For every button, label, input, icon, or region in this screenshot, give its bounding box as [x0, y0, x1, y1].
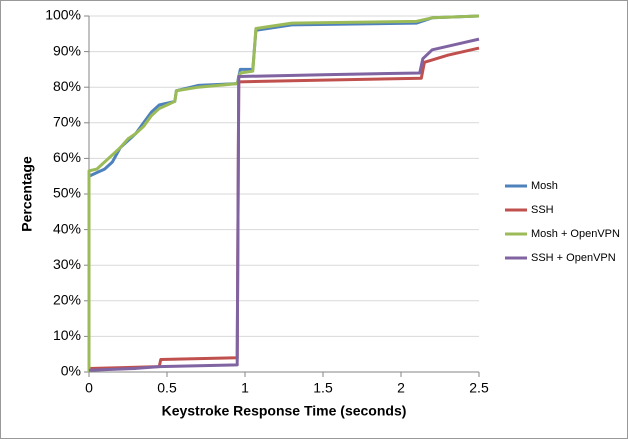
series-line	[88, 37, 480, 372]
y-tick-label: 90%	[53, 42, 81, 58]
y-axis-label: Percentage	[19, 156, 35, 232]
y-tick-label: 30%	[53, 256, 81, 272]
x-tick-label: 0	[85, 380, 93, 396]
x-tick-label: 0.5	[157, 380, 177, 396]
x-tick-label: 2.5	[469, 380, 489, 396]
series-line	[88, 46, 480, 370]
series-line	[87, 14, 480, 372]
y-tick-label: 40%	[53, 220, 81, 236]
y-tick-label: 0%	[61, 363, 81, 379]
x-tick-label: 1	[241, 380, 249, 396]
x-tick-label: 2	[397, 380, 405, 396]
x-tick-label: 1.5	[313, 380, 333, 396]
y-tick-label: 50%	[53, 185, 81, 201]
y-tick-label: 10%	[53, 327, 81, 343]
y-tick-label: 70%	[53, 114, 81, 130]
y-tick-label: 60%	[53, 149, 81, 165]
y-tick-label: 20%	[53, 292, 81, 308]
legend-label: SSH	[531, 204, 554, 216]
series-line	[87, 14, 480, 372]
x-axis-label: Keystroke Response Time (seconds)	[162, 403, 407, 419]
legend-label: Mosh	[531, 180, 558, 192]
y-tick-label: 80%	[53, 78, 81, 94]
legend-label: SSH + OpenVPN	[531, 252, 616, 264]
y-tick-label: 100%	[45, 7, 81, 23]
legend-label: Mosh + OpenVPN	[531, 228, 620, 240]
